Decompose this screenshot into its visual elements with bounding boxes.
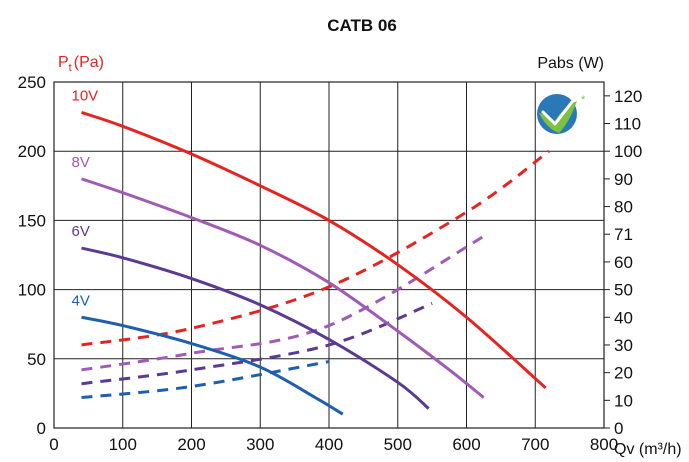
- y-left-tick-label: 0: [37, 419, 46, 438]
- y-right-tick-label: 20: [614, 364, 633, 383]
- x-axis-label: Qv (m³/h): [614, 441, 682, 458]
- pressure-curve-10v: [81, 111, 547, 389]
- y-left-tick-label: 200: [18, 142, 46, 161]
- x-ticks: 0 100 200 300 400 500 600 700 800: [49, 435, 618, 454]
- y-right-tick-label: 60: [614, 253, 633, 272]
- x-tick-label: 500: [384, 435, 412, 454]
- plot-frame: [53, 81, 605, 429]
- y-left-ticks: 0 50 100 150 200 250: [18, 73, 46, 438]
- y-right-tick-label: 30: [614, 336, 633, 355]
- x-tick-label: 0: [49, 435, 58, 454]
- y-left-tick-label: 150: [18, 211, 46, 230]
- y-right-tick-label: 90: [614, 170, 633, 189]
- y-left-tick-label: 50: [27, 350, 46, 369]
- y-right-tick-label: 110: [614, 115, 641, 134]
- y-right-ticks: 0 10 20 30 40 50 60 71 80 90 100 110 120: [604, 87, 642, 438]
- certification-check-badge-icon: *: [537, 94, 586, 134]
- pressure-curves: [81, 111, 547, 416]
- pressure-curve-4v: [81, 315, 344, 416]
- y-right-tick-label: 100: [614, 142, 642, 161]
- y-right-tick-label: 40: [614, 308, 633, 327]
- y-left-label-unit: (Pa): [74, 54, 104, 71]
- y-right-tick-label: 0: [614, 419, 623, 438]
- chart-title: CATB 06: [327, 16, 397, 35]
- y-right-tick-label: 71: [614, 225, 633, 244]
- y-right-axis-label: Pabs (W): [537, 55, 604, 72]
- x-tick-label: 300: [246, 435, 274, 454]
- x-tick-label: 800: [590, 435, 618, 454]
- y-left-label-sub: t: [69, 62, 72, 74]
- y-right-tick-label: 80: [614, 198, 633, 217]
- power-curve-10v: [81, 149, 550, 347]
- x-tick-label: 700: [521, 435, 549, 454]
- x-tick-label: 100: [109, 435, 137, 454]
- y-right-tick-label: 120: [614, 87, 642, 106]
- x-tick-label: 400: [315, 435, 343, 454]
- series-label-10v: 10V: [72, 87, 99, 104]
- y-left-tick-label: 250: [18, 73, 46, 92]
- badge-mark: *: [581, 94, 586, 106]
- pressure-curve-6v: [81, 246, 430, 410]
- series-labels: 10V 8V 6V 4V: [72, 87, 99, 309]
- series-label-4v: 4V: [72, 292, 90, 309]
- x-tick-label: 200: [177, 435, 205, 454]
- power-curve-8v: [81, 232, 488, 372]
- grid: [53, 81, 605, 429]
- power-curve-4v: [81, 360, 330, 400]
- y-right-tick-label: 50: [614, 281, 633, 300]
- y-left-axis-label: Pt (Pa): [58, 54, 104, 74]
- y-right-tick-label: 10: [614, 391, 633, 410]
- x-tick-label: 600: [452, 435, 480, 454]
- pressure-curve-8v: [81, 177, 485, 399]
- series-label-6v: 6V: [72, 223, 90, 240]
- y-left-label-main: P: [58, 54, 69, 71]
- y-left-tick-label: 100: [18, 281, 46, 300]
- series-label-8v: 8V: [72, 154, 90, 171]
